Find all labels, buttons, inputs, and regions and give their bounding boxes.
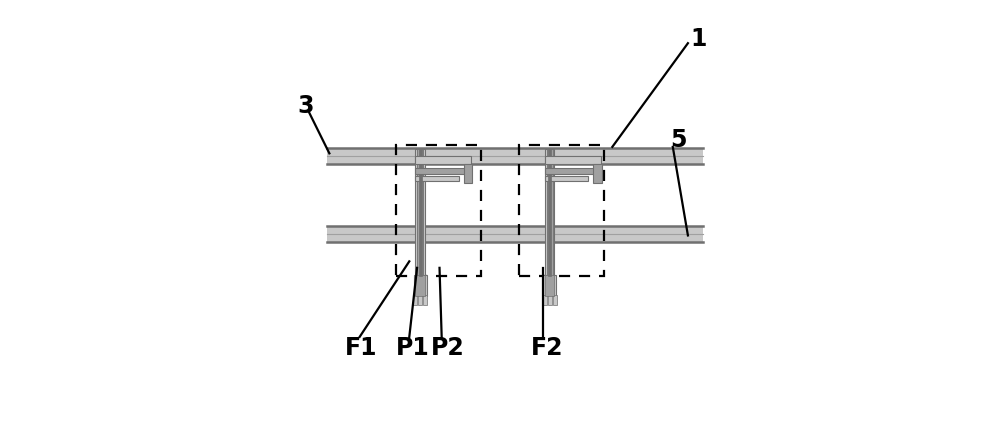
- Bar: [464, 164, 472, 183]
- Bar: [415, 275, 425, 296]
- Bar: [542, 295, 547, 305]
- Text: F1: F1: [344, 336, 377, 360]
- Bar: [547, 149, 553, 276]
- Text: 5: 5: [671, 128, 687, 152]
- Bar: [415, 156, 471, 164]
- Text: F2: F2: [531, 336, 564, 360]
- Bar: [417, 149, 423, 276]
- Text: P2: P2: [431, 336, 465, 360]
- Bar: [545, 176, 588, 181]
- Text: 1: 1: [690, 27, 706, 51]
- Bar: [396, 145, 481, 276]
- Bar: [327, 148, 703, 164]
- Text: 3: 3: [297, 94, 313, 118]
- Bar: [415, 176, 459, 181]
- Bar: [553, 295, 557, 305]
- Bar: [418, 295, 422, 305]
- Bar: [414, 275, 427, 296]
- Bar: [545, 156, 601, 164]
- Bar: [423, 295, 427, 305]
- Bar: [415, 168, 465, 174]
- Bar: [545, 275, 554, 296]
- Bar: [548, 295, 552, 305]
- Bar: [543, 275, 556, 296]
- Bar: [545, 168, 595, 174]
- Bar: [519, 145, 604, 276]
- Bar: [593, 164, 602, 183]
- Bar: [413, 295, 417, 305]
- Bar: [545, 149, 554, 276]
- Bar: [419, 149, 422, 276]
- Bar: [548, 149, 551, 276]
- Text: P1: P1: [395, 336, 429, 360]
- Bar: [415, 149, 425, 276]
- Bar: [327, 226, 703, 242]
